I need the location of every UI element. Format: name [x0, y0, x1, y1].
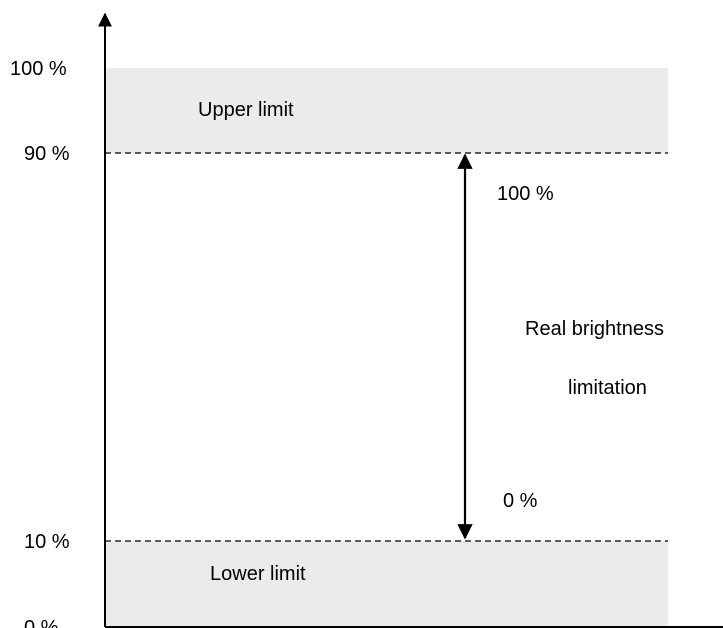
range-caption-line2: limitation: [568, 377, 647, 399]
tick-label-100: 100 %: [10, 58, 67, 80]
range-caption-line1: Real brightness: [525, 318, 664, 340]
range-bottom-label: 0 %: [503, 490, 538, 512]
tick-label-0: 0 %: [24, 617, 59, 628]
upper-limit-band: [105, 68, 668, 153]
tick-label-10: 10 %: [24, 531, 70, 553]
range-top-label: 100 %: [497, 183, 554, 205]
lower-limit-band: [105, 541, 668, 628]
upper-limit-label: Upper limit: [198, 99, 294, 121]
tick-label-90: 90 %: [24, 143, 70, 165]
lower-limit-label: Lower limit: [210, 563, 306, 585]
